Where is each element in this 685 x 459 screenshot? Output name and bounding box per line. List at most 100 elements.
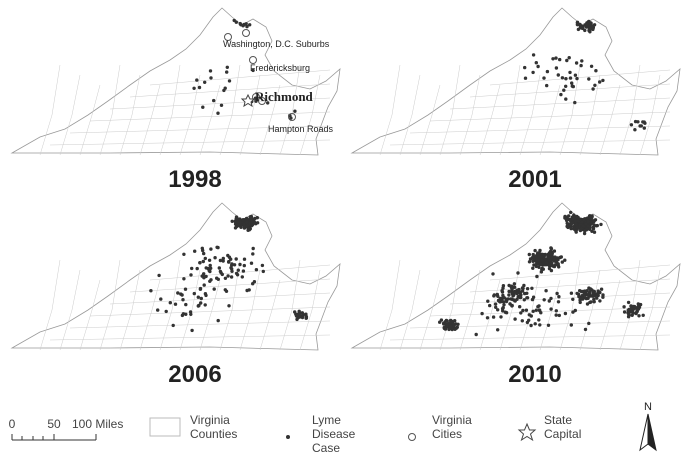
legend-line: Virginia — [190, 413, 230, 427]
county-line — [449, 97, 671, 110]
case-dot — [204, 266, 208, 270]
county-line — [499, 259, 521, 351]
county-swatch — [149, 417, 181, 437]
case-dot — [579, 63, 583, 68]
county-line — [409, 125, 671, 134]
case-dot — [251, 68, 255, 73]
case-dot — [587, 217, 591, 221]
county-line — [129, 83, 331, 98]
case-dot — [515, 297, 519, 301]
case-dot — [635, 310, 639, 314]
case-dot — [232, 18, 236, 23]
case-dots — [523, 19, 647, 132]
case-dot — [556, 262, 560, 266]
case-dot — [507, 293, 511, 297]
case-dot — [192, 86, 196, 91]
case-dot — [573, 100, 577, 105]
county-line — [599, 279, 621, 351]
case-dot — [535, 262, 539, 266]
case-dot — [592, 300, 596, 304]
county-line — [259, 84, 281, 156]
case-dot — [562, 88, 566, 92]
case-dot — [235, 219, 240, 224]
case-dot — [244, 220, 249, 225]
county-line — [199, 279, 221, 351]
case-dot — [486, 299, 490, 303]
case-dot — [522, 283, 526, 288]
case-dot — [588, 26, 592, 31]
case-dot — [560, 260, 564, 264]
case-dot — [530, 256, 535, 260]
case-dot — [599, 287, 604, 291]
case-dot — [442, 325, 446, 330]
case-dot — [173, 302, 178, 306]
case-dot — [236, 268, 240, 272]
case-dot — [200, 246, 204, 250]
case-dot — [209, 76, 213, 80]
county-line — [429, 111, 671, 122]
case-dot — [582, 217, 586, 222]
county-line — [89, 111, 331, 122]
county-line — [109, 97, 331, 110]
case-dot — [534, 254, 538, 258]
case-dot — [446, 322, 451, 326]
case-dot — [251, 252, 255, 256]
case-dot — [218, 269, 223, 274]
case-dot — [182, 277, 186, 281]
case-dot — [583, 28, 587, 33]
case-dot — [511, 293, 516, 297]
case-dot — [539, 262, 543, 266]
case-dot — [203, 303, 207, 307]
case-dot — [195, 266, 199, 271]
case-dot — [626, 308, 630, 312]
case-dot — [560, 76, 565, 80]
case-dot — [197, 85, 202, 90]
case-dot — [220, 272, 224, 277]
case-dot — [636, 302, 640, 306]
county-line — [69, 125, 331, 134]
case-dot — [593, 294, 597, 298]
case-dot — [588, 287, 593, 291]
case-dot — [180, 313, 185, 318]
case-dot — [227, 79, 232, 83]
county-line — [389, 334, 671, 341]
case-dot — [531, 252, 535, 257]
case-dot — [588, 290, 592, 295]
case-dot — [304, 315, 309, 319]
case-dot — [579, 26, 584, 30]
county-line — [299, 269, 321, 351]
case-dot — [248, 23, 252, 27]
case-dot — [242, 257, 247, 261]
case-dot — [587, 77, 591, 81]
case-dot — [149, 289, 153, 293]
case-dot — [207, 258, 212, 262]
county-line — [89, 306, 331, 317]
case-dot — [573, 73, 578, 77]
case-dot — [234, 257, 238, 261]
case-dot — [196, 304, 200, 308]
case-dot — [246, 218, 250, 222]
case-dot — [453, 327, 457, 331]
case-dot — [548, 249, 553, 254]
case-dot — [255, 221, 260, 225]
case-dot — [199, 301, 203, 305]
case-dot — [501, 309, 505, 313]
case-dot — [531, 295, 536, 299]
county-line — [99, 64, 121, 156]
case-dot — [218, 258, 223, 263]
case-dot — [582, 292, 586, 297]
case-dot — [195, 78, 199, 82]
case-dot — [533, 248, 537, 253]
case-dots — [438, 210, 645, 337]
city-marker — [288, 113, 296, 121]
case-dot — [571, 297, 575, 301]
case-dot — [568, 218, 572, 222]
case-dot — [578, 298, 582, 302]
case-dot — [227, 304, 231, 308]
legend-label: Virginia Cities — [432, 413, 472, 441]
city-label: Hampton Roads — [268, 124, 334, 134]
city-label: Fredericksburg — [250, 63, 310, 73]
case-dot — [586, 219, 590, 224]
case-dot — [581, 296, 585, 300]
